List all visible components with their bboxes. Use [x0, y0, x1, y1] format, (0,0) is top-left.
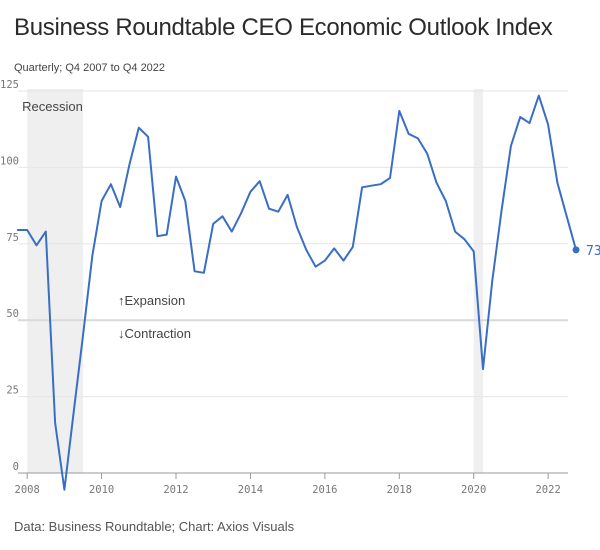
y-tick-label: 75 [6, 232, 19, 244]
chart-subtitle: Quarterly; Q4 2007 to Q4 2022 [14, 62, 166, 74]
expansion-label: ↑Expansion [118, 293, 185, 308]
contraction-label: ↓Contraction [118, 326, 191, 341]
x-tick-label: 2016 [312, 484, 337, 496]
y-tick-label: 0 [13, 461, 19, 473]
y-tick-label: 50 [6, 308, 19, 320]
y-tick-label: 125 [0, 79, 19, 91]
x-tick-label: 2014 [238, 484, 263, 496]
series-line-0 [16, 94, 577, 491]
x-tick-label: 2020 [461, 484, 486, 496]
end-point-marker [572, 246, 580, 254]
x-tick-label: 2012 [163, 484, 188, 496]
chart-title: Business Roundtable CEO Economic Outlook… [14, 14, 553, 41]
x-tick-label: 2022 [535, 484, 560, 496]
y-tick-label: 100 [0, 155, 19, 167]
end-value-label: 73 [586, 244, 600, 259]
x-tick-label: 2018 [387, 484, 412, 496]
x-tick-label: 2008 [15, 484, 40, 496]
recession-label: Recession [22, 99, 83, 114]
source-note: Data: Business Roundtable; Chart: Axios … [14, 519, 295, 534]
recession-band-1 [473, 89, 484, 473]
y-tick-label: 25 [6, 385, 19, 397]
x-tick-label: 2010 [89, 484, 114, 496]
